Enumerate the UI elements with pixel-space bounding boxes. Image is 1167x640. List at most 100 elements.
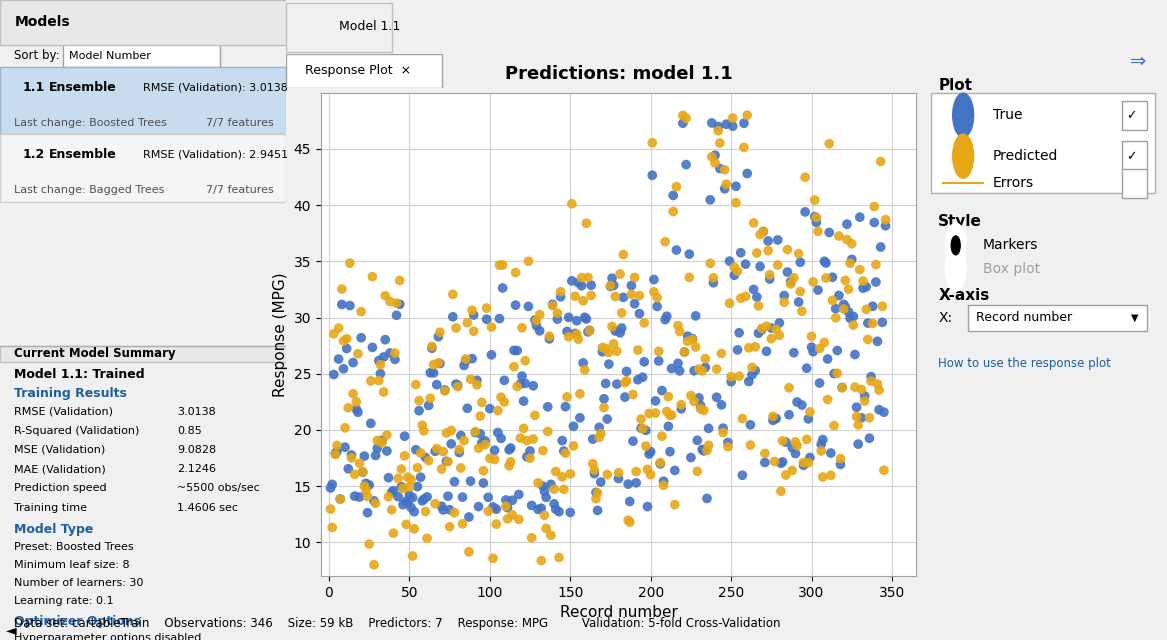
Point — [673, 118, 692, 128]
Point — [512, 323, 531, 333]
Point — [464, 326, 483, 337]
Point — [579, 272, 598, 282]
Point — [512, 371, 531, 381]
Point — [478, 506, 497, 516]
Point — [582, 291, 601, 301]
Point — [741, 440, 760, 450]
Point — [804, 276, 823, 287]
Point — [323, 522, 342, 532]
Point — [456, 356, 475, 366]
Point — [378, 446, 397, 456]
Point — [823, 272, 841, 282]
Point — [623, 389, 642, 399]
FancyBboxPatch shape — [0, 346, 286, 362]
Point — [635, 356, 654, 367]
Point — [485, 445, 504, 456]
Point — [686, 342, 705, 352]
Point — [504, 362, 523, 372]
Point — [644, 275, 663, 285]
Point — [371, 369, 390, 379]
Point — [748, 248, 767, 258]
Point — [780, 410, 798, 420]
Point — [826, 313, 845, 323]
FancyBboxPatch shape — [931, 93, 1154, 193]
Point — [421, 393, 440, 403]
Point — [708, 125, 727, 136]
FancyBboxPatch shape — [286, 3, 392, 52]
Point — [376, 291, 394, 301]
Text: 0.85: 0.85 — [177, 426, 202, 436]
Point — [698, 445, 717, 456]
Point — [840, 258, 859, 268]
Point — [655, 476, 673, 486]
Point — [781, 276, 799, 287]
Point — [704, 278, 722, 288]
Point — [762, 323, 781, 333]
Point — [554, 446, 573, 456]
Point — [326, 449, 344, 460]
Point — [566, 328, 585, 339]
Point — [676, 347, 694, 357]
Point — [766, 456, 784, 467]
Point — [477, 314, 496, 324]
Point — [383, 505, 401, 515]
Text: Model Number: Model Number — [69, 51, 151, 61]
Point — [344, 358, 363, 368]
Text: Hyperparameter options disabled: Hyperparameter options disabled — [14, 633, 202, 640]
Point — [605, 280, 623, 291]
Point — [537, 492, 555, 502]
Point — [432, 501, 450, 511]
Point — [685, 365, 704, 376]
Point — [345, 469, 364, 479]
Point — [825, 369, 844, 379]
Point — [792, 306, 811, 316]
Point — [540, 334, 559, 344]
Text: Learning rate: 0.1: Learning rate: 0.1 — [14, 596, 114, 606]
Y-axis label: Response (MPG): Response (MPG) — [273, 272, 288, 397]
Point — [431, 327, 449, 337]
Point — [559, 312, 578, 323]
Point — [640, 449, 658, 459]
Point — [546, 504, 565, 515]
Point — [450, 447, 469, 458]
FancyBboxPatch shape — [0, 0, 286, 45]
Point — [559, 332, 578, 342]
Point — [469, 502, 488, 512]
Point — [876, 221, 895, 231]
Point — [873, 301, 892, 312]
Text: True: True — [993, 108, 1022, 122]
Point — [827, 368, 846, 378]
Point — [851, 212, 869, 222]
Point — [506, 268, 525, 278]
Point — [614, 292, 633, 303]
Text: 2.1246: 2.1246 — [177, 464, 216, 474]
Point — [364, 496, 383, 506]
Point — [771, 486, 790, 497]
Point — [715, 164, 734, 175]
Point — [489, 405, 508, 415]
Point — [574, 296, 593, 306]
Point — [670, 365, 689, 376]
Point — [380, 348, 399, 358]
Point — [600, 359, 619, 369]
Point — [659, 392, 678, 402]
Point — [801, 452, 819, 463]
Point — [725, 262, 743, 273]
Point — [508, 346, 526, 356]
Point — [557, 401, 575, 412]
Point — [460, 547, 478, 557]
Point — [602, 321, 621, 332]
Point — [754, 226, 773, 236]
Point — [408, 463, 427, 473]
Point — [596, 378, 615, 388]
Point — [554, 484, 573, 495]
Text: 7/7 features: 7/7 features — [205, 185, 273, 195]
Point — [677, 159, 696, 170]
Point — [626, 299, 644, 309]
Point — [830, 291, 848, 301]
Circle shape — [951, 236, 960, 255]
Point — [442, 439, 461, 449]
Point — [533, 481, 552, 492]
Text: ▼: ▼ — [1131, 313, 1139, 323]
Point — [473, 438, 491, 448]
